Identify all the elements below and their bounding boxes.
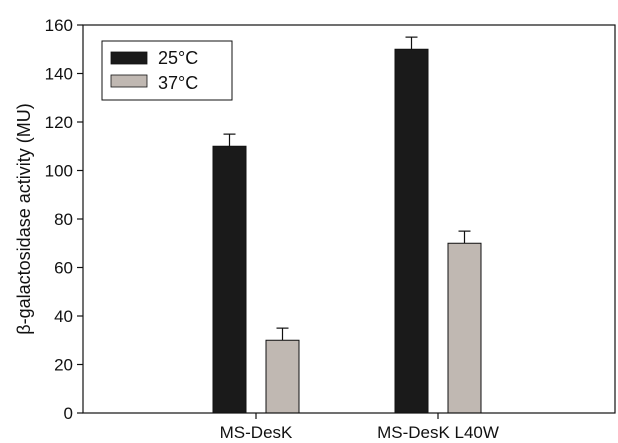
bar-ms-desk-l40w-series-2 — [447, 242, 482, 414]
y-tick-label: 100 — [45, 162, 73, 181]
y-tick-label: 0 — [64, 404, 73, 423]
x-tick-label: MS-DesK — [220, 423, 293, 442]
y-tick-label: 60 — [54, 259, 73, 278]
legend-swatch-37c — [110, 74, 148, 88]
legend: 25°C 37°C — [101, 40, 233, 101]
x-tick-label: MS-DesK L40W — [377, 423, 499, 442]
y-axis-title: β-galactosidase activity (MU) — [14, 103, 34, 334]
legend-label-25c: 25°C — [158, 48, 198, 68]
y-axis-ticks: 0 20 40 60 80 100 120 140 160 — [45, 16, 83, 423]
legend-label-37c: 37°C — [158, 73, 198, 93]
plot-frame — [82, 24, 616, 414]
y-tick-label: 120 — [45, 113, 73, 132]
y-tick-label: 40 — [54, 307, 73, 326]
bar-ms-desk-series-1 — [212, 145, 247, 414]
bar-ms-desk-series-2 — [265, 339, 300, 414]
y-tick-label: 140 — [45, 65, 73, 84]
legend-box — [101, 40, 233, 101]
y-tick-label: 20 — [54, 356, 73, 375]
y-tick-label: 160 — [45, 16, 73, 35]
x-axis-labels: MS-DesK MS-DesK L40W — [220, 413, 499, 442]
y-tick-label: 80 — [54, 210, 73, 229]
bars-group — [212, 36, 482, 414]
bar-ms-desk-l40w-series-1 — [394, 48, 429, 414]
legend-swatch-25c — [110, 51, 148, 65]
